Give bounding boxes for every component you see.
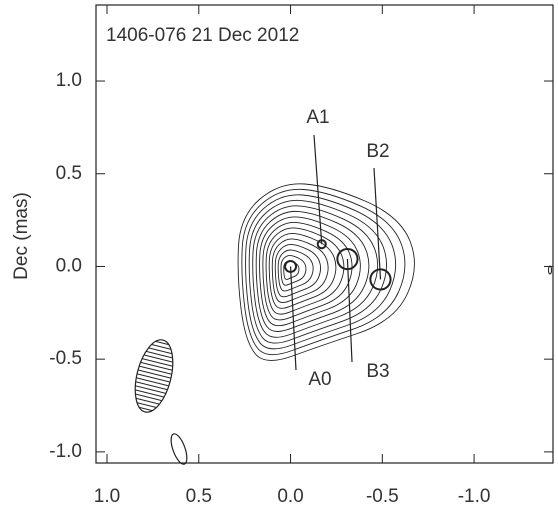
contour [241, 188, 406, 356]
x-tick-label: -1.0 [458, 486, 491, 507]
contour [237, 183, 415, 361]
edge-feature [548, 265, 552, 275]
x-tick-label: -0.5 [366, 486, 399, 507]
y-tick-label: -1.0 [49, 441, 82, 462]
y-axis-label: Dec (mas) [11, 192, 32, 280]
leader-line [373, 167, 382, 280]
leader-line [289, 266, 297, 371]
contour [245, 194, 397, 350]
contour [252, 205, 379, 338]
contour-map [237, 183, 415, 361]
component [284, 259, 298, 273]
plot-frame [95, 4, 554, 464]
restoring-beam [134, 339, 174, 413]
y-tick-label: 0.5 [56, 163, 82, 184]
component [316, 239, 327, 250]
leader-line [346, 259, 353, 363]
component [369, 268, 392, 291]
contour [259, 216, 361, 327]
x-tick-label: 0.0 [277, 486, 303, 507]
contour [277, 249, 314, 292]
component-label: B3 [366, 361, 389, 382]
contour [268, 233, 337, 309]
contour [274, 244, 321, 298]
chart-title: 1406-076 21 Dec 2012 [106, 25, 299, 46]
component [336, 247, 359, 271]
x-tick-label: 0.5 [186, 486, 212, 507]
contour [265, 227, 345, 315]
contour [255, 210, 370, 332]
beam-marker [170, 433, 188, 465]
contour [271, 238, 329, 303]
y-tick-label: -0.5 [49, 348, 82, 369]
component-label: A0 [308, 369, 331, 390]
component-label: A1 [306, 107, 329, 128]
y-tick-label: 0.0 [56, 255, 82, 276]
y-tick-label: 1.0 [56, 70, 82, 91]
component-label: B2 [366, 141, 389, 162]
x-tick-label: 1.0 [94, 486, 120, 507]
contour [280, 255, 307, 286]
leader-line [313, 134, 323, 245]
